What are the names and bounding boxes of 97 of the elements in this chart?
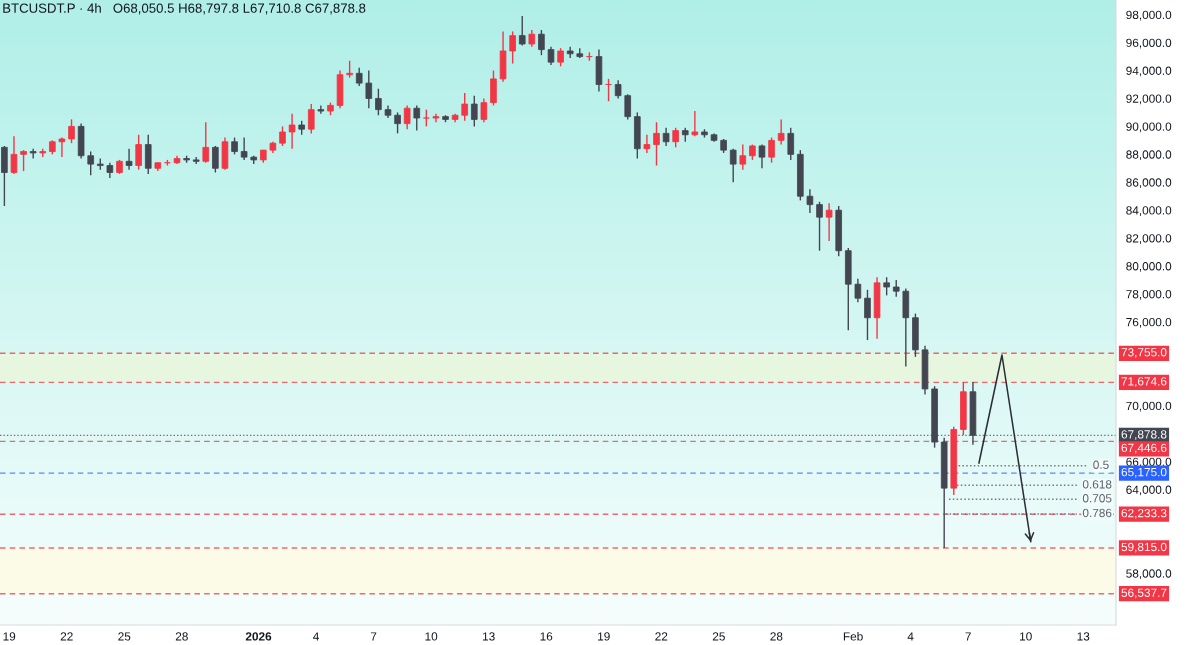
candlestick — [10, 135, 18, 175]
candlestick — [470, 94, 478, 128]
x-tick-label: 10 — [425, 632, 438, 641]
x-tick-label: 28 — [175, 632, 188, 641]
candlestick — [29, 148, 37, 160]
series-label: 0.705 — [1082, 494, 1112, 503]
x-tick-label: 16 — [540, 632, 553, 641]
candlestick — [614, 79, 622, 100]
y-tick-label: 86,000.0 — [1126, 178, 1172, 189]
ref-line-label: 65,175.0 — [1121, 467, 1167, 478]
candlestick — [729, 148, 737, 183]
y-tick-label: 82,000.0 — [1126, 234, 1172, 244]
candlestick — [854, 277, 862, 304]
x-tick-label: 22 — [60, 632, 73, 641]
candlestick — [653, 121, 660, 167]
y-tick-label: 80,000.0 — [1126, 262, 1172, 272]
candlestick — [662, 127, 670, 147]
candlestick — [825, 202, 833, 242]
y-tick-label: 90,000.0 — [1126, 122, 1172, 133]
ref-line-label: 67,878.8 — [1121, 430, 1167, 440]
candlestick — [768, 136, 775, 164]
candlestick — [787, 127, 795, 161]
y-tick-label: 98,000.0 — [1126, 10, 1172, 21]
y-tick-label: 70,000.0 — [1126, 401, 1172, 412]
x-tick-label: 10 — [1020, 632, 1032, 641]
candlestick — [490, 69, 497, 107]
candlestick — [509, 30, 516, 65]
candlestick — [307, 103, 315, 135]
candlestick — [739, 143, 747, 171]
x-tick-label: 13 — [1077, 632, 1090, 641]
ref-line-label: 71,674.6 — [1121, 377, 1167, 387]
y-tick-label: 92,000.0 — [1126, 94, 1172, 105]
candlestick — [87, 150, 94, 176]
x-tick-label: 19 — [3, 632, 16, 641]
candlestick — [20, 149, 27, 172]
candlestick — [777, 118, 785, 146]
ref-line-label: 67,446.6 — [1121, 443, 1167, 454]
x-tick-label: Feb — [843, 631, 863, 641]
candlestick — [144, 134, 152, 175]
candlestick — [624, 93, 632, 121]
candlestick — [643, 134, 651, 154]
candlestick — [461, 92, 468, 122]
candlestick — [480, 97, 488, 123]
x-tick-label: 2026 — [245, 632, 272, 641]
candlestick — [806, 188, 814, 214]
y-tick-label: 84,000.0 — [1126, 206, 1172, 216]
y-tick-label: 88,000.0 — [1126, 150, 1172, 161]
candlestick — [864, 289, 871, 341]
series-label: 0.5 — [1093, 460, 1109, 469]
x-tick-label: 13 — [483, 632, 495, 641]
x-tick-label: 22 — [655, 632, 668, 641]
x-tick-label: 7 — [965, 632, 971, 641]
candlestick — [125, 148, 133, 171]
candlestick — [375, 87, 382, 116]
candlestick — [365, 69, 373, 109]
y-tick-label: 66,000.0 — [1126, 457, 1172, 468]
candlestick — [538, 29, 545, 56]
y-tick-label: 58,000.0 — [1126, 569, 1172, 580]
candlestick — [547, 46, 555, 66]
candlestick — [691, 110, 699, 137]
candlestick — [518, 15, 526, 47]
candlestick — [68, 118, 75, 144]
candlestick — [135, 134, 142, 171]
candlestick — [413, 104, 421, 132]
candlestick — [816, 201, 823, 252]
chart-title: BTCUSDT.P · 4h — [3, 3, 101, 13]
x-tick-label: 25 — [712, 632, 725, 641]
y-tick-label: 96,000.0 — [1126, 38, 1172, 49]
chart-subtitle: O68,050.5 H68,797.8 L67,710.8 C67,878.8 — [113, 3, 366, 15]
candlestick — [202, 121, 210, 164]
y-tick-label: 94,000.0 — [1126, 66, 1172, 77]
candlestick — [883, 276, 890, 297]
candlestick — [240, 136, 248, 161]
x-tick-label: 4 — [907, 632, 914, 641]
x-tick-label: 19 — [598, 632, 610, 641]
series-label: 0.618 — [1082, 480, 1112, 489]
ref-line-label: 56,537.7 — [1121, 588, 1167, 599]
candlestick — [288, 113, 296, 150]
x-tick-label: 25 — [118, 632, 131, 641]
x-tick-label: 28 — [770, 632, 783, 641]
ref-line-label: 73,755.0 — [1121, 348, 1167, 358]
candlestick — [279, 125, 286, 147]
ref-line-label: 62,233.3 — [1121, 509, 1167, 519]
y-tick-label: 64,000.0 — [1126, 485, 1172, 496]
candlestick — [394, 111, 401, 135]
candlestick — [672, 127, 679, 149]
y-tick-label: 76,000.0 — [1126, 317, 1172, 328]
series-label: 0.786 — [1082, 508, 1112, 518]
ref-line-label: 59,815.0 — [1121, 542, 1167, 553]
x-tick-label: 4 — [313, 632, 319, 641]
candlestick — [355, 67, 363, 87]
x-tick-label: 7 — [370, 632, 377, 641]
y-tick-label: 78,000.0 — [1126, 290, 1172, 300]
candlestick — [403, 104, 411, 130]
candlestick — [557, 47, 564, 68]
candlestick — [317, 104, 325, 115]
candlestick — [212, 145, 219, 174]
